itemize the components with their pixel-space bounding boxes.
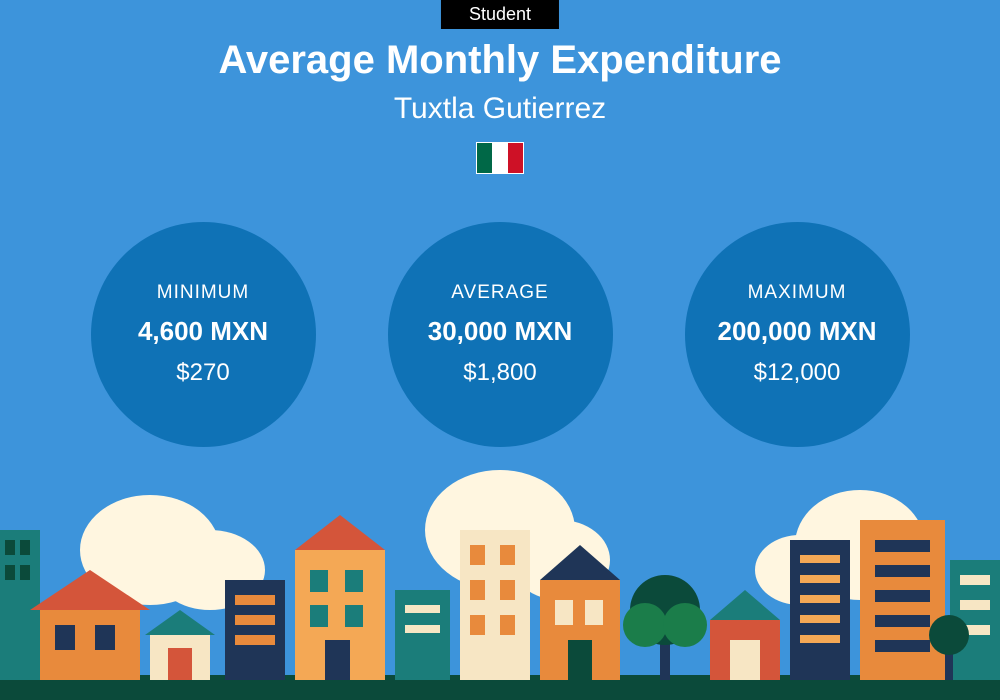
- category-badge: Student: [441, 0, 559, 29]
- stat-label: MINIMUM: [157, 282, 249, 304]
- stat-usd-value: $270: [176, 359, 229, 387]
- flag-stripe-right: [508, 143, 523, 173]
- stat-main-value: 4,600 MXN: [138, 316, 268, 347]
- stat-minimum: MINIMUM 4,600 MXN $270: [91, 222, 316, 447]
- location-subtitle: Tuxtla Gutierrez: [0, 92, 1000, 126]
- mexico-flag-icon: [476, 142, 524, 174]
- cityscape-illustration: [0, 460, 1000, 700]
- stats-row: MINIMUM 4,600 MXN $270 AVERAGE 30,000 MX…: [0, 222, 1000, 447]
- stat-main-value: 30,000 MXN: [428, 316, 573, 347]
- flag-stripe-center: [492, 143, 507, 173]
- stat-main-value: 200,000 MXN: [718, 316, 877, 347]
- flag-stripe-left: [477, 143, 492, 173]
- stat-maximum: MAXIMUM 200,000 MXN $12,000: [685, 222, 910, 447]
- stat-usd-value: $1,800: [463, 359, 536, 387]
- page-title: Average Monthly Expenditure: [0, 38, 1000, 83]
- stat-average: AVERAGE 30,000 MXN $1,800: [388, 222, 613, 447]
- stat-label: AVERAGE: [451, 282, 548, 304]
- stat-label: MAXIMUM: [748, 282, 847, 304]
- stat-usd-value: $12,000: [754, 359, 841, 387]
